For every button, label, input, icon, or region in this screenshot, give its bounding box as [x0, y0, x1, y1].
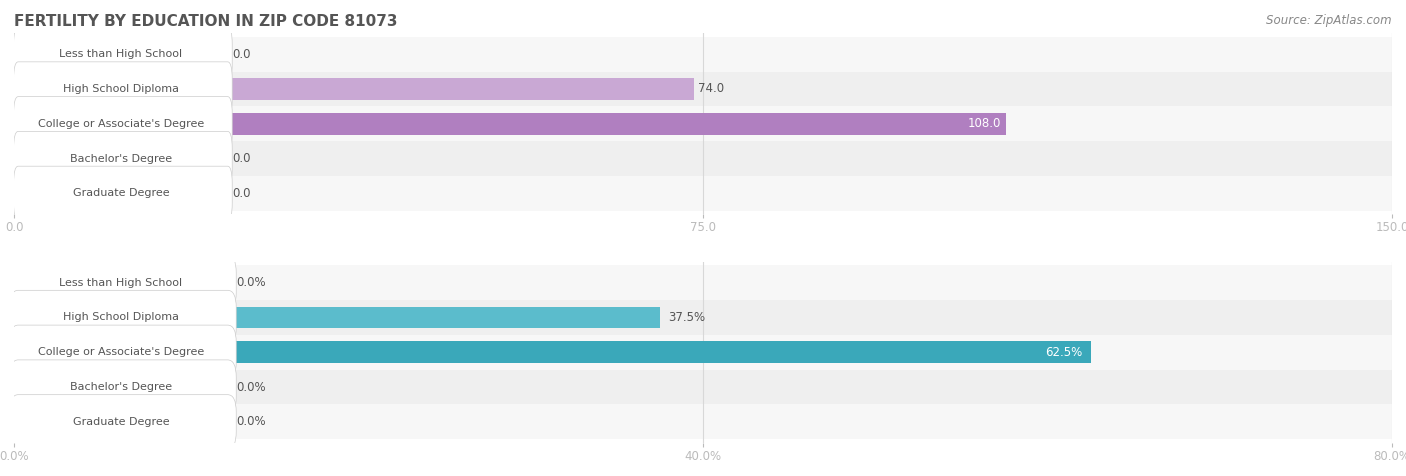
Text: College or Associate's Degree: College or Associate's Degree — [38, 119, 204, 129]
Text: 74.0: 74.0 — [699, 82, 724, 96]
Text: 0.0%: 0.0% — [236, 276, 266, 289]
Text: 0.0%: 0.0% — [236, 380, 266, 394]
Bar — [14, 405, 1392, 439]
FancyBboxPatch shape — [10, 395, 236, 449]
FancyBboxPatch shape — [14, 131, 232, 186]
Bar — [14, 335, 1392, 370]
Text: High School Diploma: High School Diploma — [63, 312, 179, 322]
Bar — [14, 265, 1392, 300]
Bar — [14, 113, 1007, 135]
Text: FERTILITY BY EDUCATION IN ZIP CODE 81073: FERTILITY BY EDUCATION IN ZIP CODE 81073 — [14, 14, 398, 30]
Bar — [14, 71, 1392, 106]
Bar — [14, 78, 693, 100]
Text: Graduate Degree: Graduate Degree — [73, 417, 169, 427]
Text: 0.0: 0.0 — [232, 187, 250, 200]
FancyBboxPatch shape — [10, 290, 236, 345]
FancyBboxPatch shape — [10, 360, 236, 414]
Bar — [14, 300, 1392, 335]
Text: College or Associate's Degree: College or Associate's Degree — [38, 347, 204, 357]
Bar — [14, 37, 1392, 71]
FancyBboxPatch shape — [14, 27, 232, 81]
Text: 62.5%: 62.5% — [1045, 346, 1083, 359]
Text: 0.0%: 0.0% — [236, 415, 266, 428]
Text: Bachelor's Degree: Bachelor's Degree — [70, 154, 172, 164]
FancyBboxPatch shape — [14, 166, 232, 220]
FancyBboxPatch shape — [10, 256, 236, 310]
FancyBboxPatch shape — [14, 62, 232, 116]
Bar — [14, 106, 1392, 141]
Text: 108.0: 108.0 — [969, 117, 1001, 130]
Text: Less than High School: Less than High School — [59, 49, 183, 59]
Text: 0.0: 0.0 — [232, 152, 250, 165]
Text: 0.0: 0.0 — [232, 48, 250, 61]
Text: 37.5%: 37.5% — [669, 311, 706, 324]
Bar — [14, 341, 1091, 363]
Text: Less than High School: Less than High School — [59, 278, 183, 288]
Text: Graduate Degree: Graduate Degree — [73, 188, 169, 198]
FancyBboxPatch shape — [10, 325, 236, 379]
Text: Bachelor's Degree: Bachelor's Degree — [70, 382, 172, 392]
Bar — [14, 370, 1392, 405]
Text: High School Diploma: High School Diploma — [63, 84, 179, 94]
Text: Source: ZipAtlas.com: Source: ZipAtlas.com — [1267, 14, 1392, 27]
Bar — [14, 307, 659, 328]
Bar — [14, 176, 1392, 211]
FancyBboxPatch shape — [14, 97, 232, 151]
Bar — [14, 141, 1392, 176]
